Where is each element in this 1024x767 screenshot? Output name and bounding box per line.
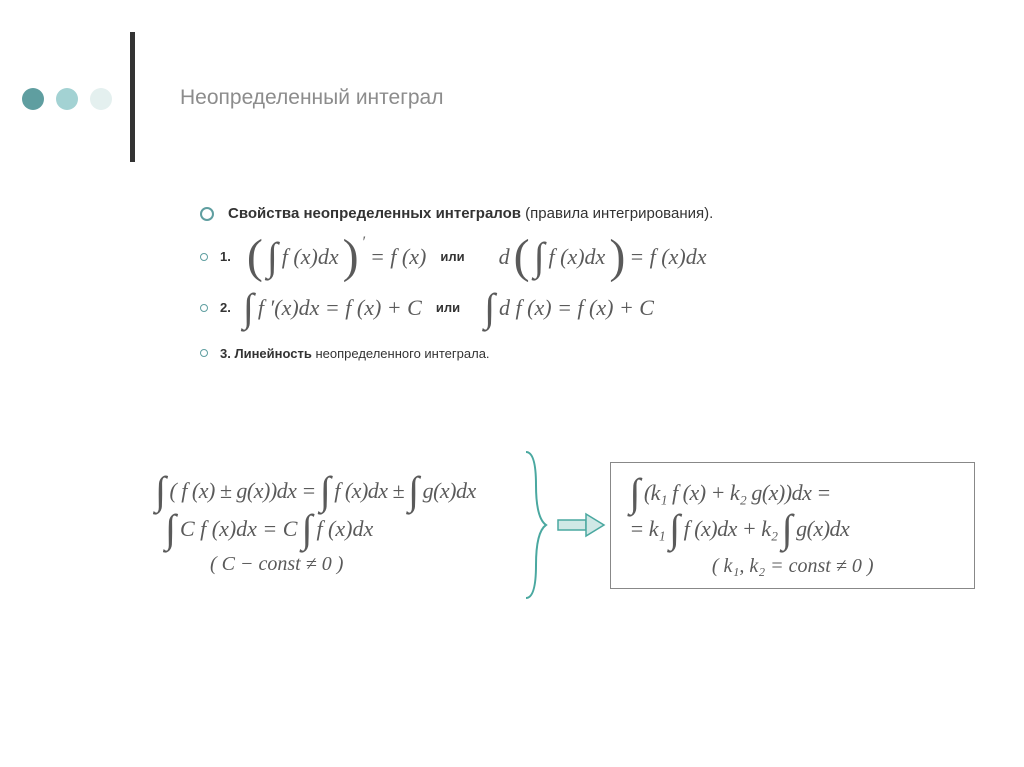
integral-icon: ∫ [669, 513, 679, 545]
lparen: ( [514, 240, 530, 274]
rule-3-bold: Линейность [234, 346, 311, 361]
eq-part: (k₁ f (x) + k₂ g(x))dx = [644, 480, 831, 506]
arrow-col [551, 510, 610, 540]
brace-icon [522, 450, 550, 600]
d-op: d [499, 244, 510, 270]
left-line-2: ∫ C f (x)dx = C ∫ f (x)dx [165, 513, 521, 545]
eq-part: g(x)dx [423, 478, 476, 504]
left-line-3: ( C − const ≠ 0 ) [210, 553, 521, 576]
arrow-right-icon [556, 510, 606, 540]
properties-heading: Свойства неопределенных интегралов (прав… [228, 205, 713, 222]
bullet-icon [200, 253, 208, 261]
eq-part: d f (x) = f (x) + C [499, 295, 654, 321]
dot-1 [22, 88, 44, 110]
integral-icon: ∫ [243, 292, 254, 324]
rule-1-row: 1. ( ∫ f (x)dx ) ′ = f (x) или d ( ∫ f (… [200, 240, 960, 274]
heading-bold: Свойства неопределенных интегралов [228, 205, 521, 222]
eq-rhs: = f (x)dx [629, 244, 706, 270]
eq-part: f (x)dx [316, 516, 373, 542]
prime: ′ [363, 234, 366, 252]
eq-part: ( f (x) ± g(x))dx = [169, 478, 315, 504]
rparen: ) [609, 240, 625, 274]
rparen: ) [343, 240, 359, 274]
bullet-icon [200, 207, 214, 221]
rule-1-eq2: d ( ∫ f (x)dx ) = f (x)dx [499, 240, 707, 274]
integral-icon: ∫ [534, 241, 545, 273]
rule-1-num: 1. [220, 249, 231, 264]
rule-2-num: 2. [220, 300, 231, 315]
linearity-left: ∫ ( f (x) ± g(x))dx = ∫ f (x)dx ± ∫ g(x)… [155, 475, 521, 576]
integral-icon: ∫ [782, 513, 792, 545]
linearity-block: ∫ ( f (x) ± g(x))dx = ∫ f (x)dx ± ∫ g(x)… [155, 450, 975, 600]
integral-icon: ∫ [267, 241, 278, 273]
right-line-1: ∫ (k₁ f (x) + k₂ g(x))dx = [629, 477, 956, 509]
rule-2-eq2: ∫ d f (x) = f (x) + C [484, 292, 654, 324]
integral-icon: ∫ [165, 513, 176, 545]
lparen: ( [247, 240, 263, 274]
integral-icon: ∫ [629, 477, 639, 509]
left-line-1: ∫ ( f (x) ± g(x))dx = ∫ f (x)dx ± ∫ g(x)… [155, 475, 521, 507]
integral-icon: ∫ [408, 475, 418, 507]
integral-icon: ∫ [301, 513, 312, 545]
bullet-icon [200, 304, 208, 312]
dot-2 [56, 88, 78, 110]
eq-part: g(x)dx [796, 516, 849, 542]
right-line-2: = k₁ ∫ f (x)dx + k₂ ∫ g(x)dx [629, 513, 956, 545]
eq-part: = k₁ [629, 516, 665, 542]
eq-part: f (x)dx + k₂ [684, 516, 778, 542]
eq-rhs: = f (x) [370, 244, 426, 270]
page-title: Неопределенный интеграл [180, 86, 443, 110]
integral-icon: ∫ [155, 475, 165, 507]
rule-3-num: 3. [220, 346, 231, 361]
eq-part: f (x)dx [282, 244, 339, 270]
eq-part: f ′(x)dx = f (x) + C [258, 295, 422, 321]
dot-3 [90, 88, 112, 110]
content-area: Свойства неопределенных интегралов (прав… [200, 205, 960, 369]
or-label: или [440, 249, 464, 264]
linearity-right-box: ∫ (k₁ f (x) + k₂ g(x))dx = = k₁ ∫ f (x)d… [610, 462, 975, 589]
or-label: или [436, 300, 460, 315]
rule-3-text: 3. Линейность неопределенного интеграла. [220, 346, 490, 361]
title-bar [130, 32, 135, 162]
properties-heading-row: Свойства неопределенных интегралов (прав… [200, 205, 960, 222]
rule-3-row: 3. Линейность неопределенного интеграла. [200, 346, 960, 361]
rule-1-eq1: ( ∫ f (x)dx ) ′ = f (x) [247, 240, 426, 274]
rule-2-row: 2. ∫ f ′(x)dx = f (x) + C или ∫ d f (x) … [200, 292, 960, 324]
brace-col [521, 450, 551, 600]
eq-part: f (x)dx ± [334, 478, 404, 504]
heading-tail: (правила интегрирования). [521, 205, 713, 222]
integral-icon: ∫ [484, 292, 495, 324]
eq-part: C f (x)dx = C [180, 516, 298, 542]
rule-3-tail: неопределенного интеграла. [312, 346, 490, 361]
eq-part: f (x)dx [549, 244, 606, 270]
right-line-3: ( k₁, k₂ = const ≠ 0 ) [629, 555, 956, 578]
integral-icon: ∫ [320, 475, 330, 507]
bullet-icon [200, 349, 208, 357]
decor-dots [22, 88, 112, 110]
rule-2-eq1: ∫ f ′(x)dx = f (x) + C [243, 292, 422, 324]
